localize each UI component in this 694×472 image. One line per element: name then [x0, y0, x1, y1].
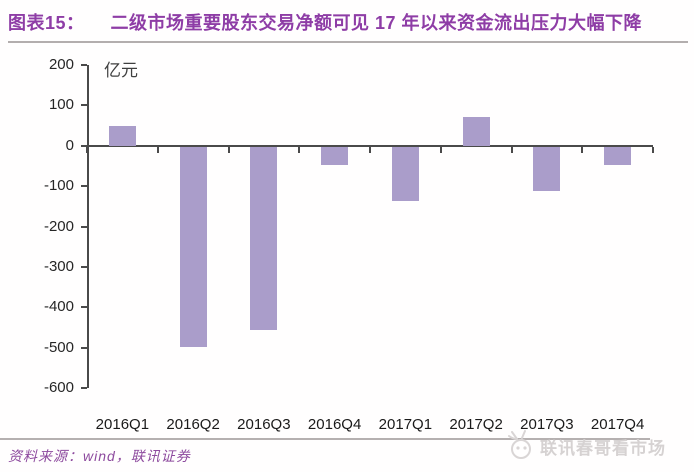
x-axis-tick-label: 2017Q3	[520, 416, 574, 433]
x-axis-tick	[298, 146, 301, 153]
x-axis-tick-label: 2016Q4	[307, 416, 362, 433]
y-axis-unit-label: 亿元	[104, 61, 138, 80]
x-axis-tick	[439, 146, 442, 153]
x-axis-tick	[581, 146, 584, 153]
watermark-text: 联讯春哥看市场	[540, 439, 666, 458]
bar-2016Q3	[250, 146, 278, 331]
y-axis-tick-label: -500	[43, 338, 74, 356]
y-axis-line	[87, 65, 89, 388]
x-axis-zero-line	[87, 144, 653, 147]
x-axis-tick-label: 2017Q2	[449, 416, 503, 433]
y-axis-tick	[81, 265, 87, 268]
figure-label: 图表15：	[8, 13, 85, 33]
x-axis-tick-label: 2016Q1	[95, 416, 150, 433]
bar-chart: 亿元 200 100 0 -100 -200 -300 -400 -500 -600 2016Q…	[0, 48, 694, 433]
footer-divider	[0, 438, 650, 440]
bar-2016Q2	[179, 146, 207, 347]
x-axis-tick	[86, 146, 88, 153]
y-axis-tick-label: -100	[43, 177, 74, 195]
y-axis-tick	[81, 64, 87, 66]
x-axis-tick	[369, 146, 371, 153]
y-axis-tick	[81, 144, 87, 147]
figure-title: 二级市场重要股东交易净额可见 17 年以来资金流出压力大幅下降	[110, 13, 643, 33]
y-axis-tick	[81, 225, 87, 228]
y-axis-tick-label: -600	[43, 379, 74, 396]
x-axis-tick	[652, 146, 654, 153]
header-divider	[8, 41, 688, 43]
x-axis-tick-label: 2017Q1	[378, 416, 433, 433]
y-axis-tick-label: 200	[48, 56, 74, 73]
bar-2016Q1	[108, 125, 136, 146]
x-axis-tick-label: 2016Q3	[237, 416, 291, 433]
y-axis-tick	[81, 104, 87, 107]
watermark-doodle-icon	[508, 430, 531, 459]
figure-header: 图表15： 二级市场重要股东交易净额可见 17 年以来资金流出压力大幅下降	[8, 9, 688, 35]
y-axis-tick-label: 100	[48, 96, 74, 114]
x-axis-tick	[156, 146, 159, 153]
watermark: 联讯春哥看市场	[500, 428, 690, 466]
y-axis-tick-label: -200	[43, 217, 74, 235]
x-axis-tick	[510, 146, 513, 153]
x-axis-tick	[227, 146, 230, 153]
y-axis-tick-label: 0	[65, 136, 74, 154]
bar-2017Q2	[462, 116, 490, 146]
y-axis-tick	[81, 346, 87, 349]
y-axis-tick-label: -400	[43, 298, 74, 316]
y-axis-tick	[81, 185, 87, 188]
x-axis-tick-label: 2017Q4	[590, 416, 645, 433]
bar-2017Q3	[533, 146, 561, 192]
plot-area	[81, 64, 654, 389]
y-axis-tick	[81, 306, 87, 309]
bar-2016Q4	[321, 146, 349, 165]
y-axis-tick	[81, 387, 87, 389]
y-axis-tick-label: -300	[43, 257, 74, 275]
bar-2017Q4	[604, 146, 632, 165]
x-axis-tick-label: 2016Q2	[166, 416, 220, 433]
source-note: 资料来源：wind，联讯证券	[8, 448, 191, 464]
bar-2017Q1	[391, 146, 419, 202]
